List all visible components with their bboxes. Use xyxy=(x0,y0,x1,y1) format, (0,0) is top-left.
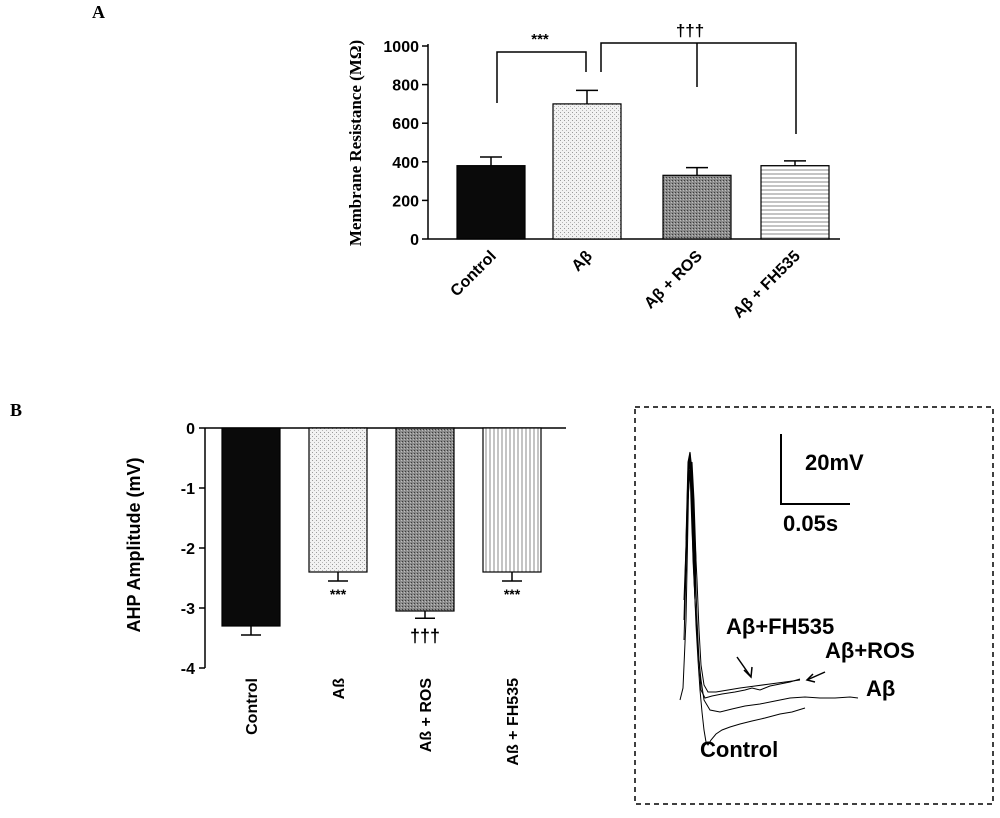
chart-b-y-tick-label: -1 xyxy=(181,481,195,498)
chart-b-significance-label: ††† xyxy=(410,626,440,646)
chart-b-significance-label: *** xyxy=(504,586,521,602)
chart-b-ahp-amplitude: AHP Amplitude (mV) 0 -1 -2 -3 -4 *** ††† *** C… xyxy=(124,421,566,766)
chart-a-y-tick-label: 800 xyxy=(392,78,419,95)
chart-b-significance-label: *** xyxy=(330,586,347,602)
chart-a-bar xyxy=(760,165,830,240)
trace-ab xyxy=(683,469,859,713)
chart-a-significance-asterisks: *** xyxy=(531,31,549,48)
chart-b-bar xyxy=(482,427,542,573)
trace-label-control: Control xyxy=(700,737,778,762)
trace-spike-overlap xyxy=(685,451,697,601)
chart-a-y-tick-label: 1000 xyxy=(383,39,419,56)
chart-b-y-tick-label: -2 xyxy=(181,541,195,558)
chart-a-category-label: Aβ xyxy=(569,248,596,275)
chart-b-y-tick-label: -3 xyxy=(181,601,195,618)
chart-b-y-axis-label: AHP Amplitude (mV) xyxy=(124,457,144,632)
chart-a-category-label: Aβ + FH535 xyxy=(730,248,804,322)
chart-b-category-label: Aß xyxy=(331,678,348,700)
chart-a-y-tick-label: 200 xyxy=(392,193,419,210)
chart-b-category-label: Aß + ROS xyxy=(418,678,435,753)
scale-bar-time-label: 0.05s xyxy=(783,511,838,536)
scale-bar xyxy=(780,434,850,505)
chart-a-category-label: Control xyxy=(448,248,500,300)
chart-b-category-label: Aß + FH535 xyxy=(505,678,522,766)
arrow-ros-head xyxy=(805,673,816,683)
arrow-fh535-head xyxy=(743,666,753,679)
chart-a-bar xyxy=(662,174,732,240)
chart-a-y-axis-label: Membrane Resistance (MΩ) xyxy=(346,40,365,246)
chart-b-y-tick-label: -4 xyxy=(181,661,195,678)
chart-a-membrane-resistance: Membrane Resistance (MΩ) 0 200 400 600 800 10… xyxy=(346,21,840,322)
arrow-ros xyxy=(806,671,826,681)
chart-b-y-tick-label: 0 xyxy=(186,421,195,438)
chart-a-y-tick-label: 400 xyxy=(392,155,419,172)
chart-a-y-tick-label: 600 xyxy=(392,116,419,133)
chart-b-bar xyxy=(395,427,455,612)
chart-a-y-tick-label: 0 xyxy=(410,232,419,249)
chart-a-bar xyxy=(552,103,622,240)
chart-b-bar xyxy=(308,427,368,573)
scale-bar-voltage-label: 20mV xyxy=(805,450,864,475)
trace-control xyxy=(679,451,806,746)
trace-ab-fh535 xyxy=(683,454,801,699)
chart-b-bar xyxy=(221,427,281,627)
chart-a-bracket-ab-treatments xyxy=(600,42,797,134)
panel-label-a: A xyxy=(92,2,105,22)
trace-label-ab-ros: Aβ+ROS xyxy=(825,638,915,663)
chart-a-bracket-control-ab xyxy=(496,51,587,103)
chart-a-bar xyxy=(456,165,526,240)
chart-a-category-label: Aβ + ROS xyxy=(641,248,706,313)
chart-a-significance-daggers: ††† xyxy=(676,21,704,40)
trace-label-ab-fh535: Aβ+FH535 xyxy=(726,614,834,639)
panel-label-b: B xyxy=(10,400,22,420)
trace-label-ab: Aβ xyxy=(866,676,895,701)
chart-b-category-label: Control xyxy=(244,678,261,735)
ahp-trace-inset: 20mV 0.05s Aβ+FH535 Aβ+ROS Aβ Control xyxy=(634,406,994,805)
trace-ab-ros xyxy=(683,461,801,693)
